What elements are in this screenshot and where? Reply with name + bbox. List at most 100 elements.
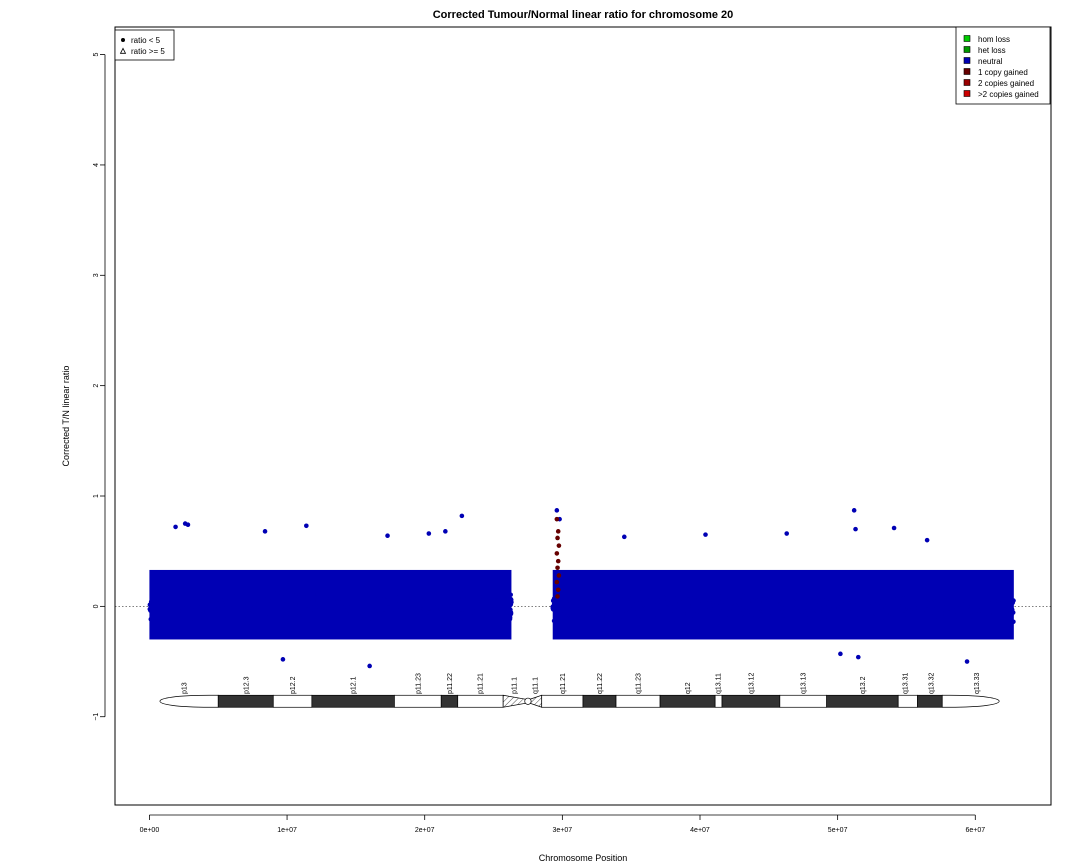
data-point xyxy=(228,611,234,616)
data-point xyxy=(252,601,257,607)
data-point xyxy=(729,594,735,599)
data-point xyxy=(439,614,445,619)
data-point xyxy=(466,615,472,621)
data-point xyxy=(983,603,988,609)
data-point xyxy=(601,593,606,598)
band-label: q13.31 xyxy=(903,672,910,694)
data-point xyxy=(1006,616,1012,621)
data-point xyxy=(759,591,765,596)
data-point xyxy=(918,599,924,604)
data-point xyxy=(503,616,508,622)
data-point xyxy=(752,622,758,627)
data-point xyxy=(676,597,682,602)
data-point xyxy=(754,617,760,623)
data-point-outlier xyxy=(851,508,857,513)
data-point xyxy=(565,616,570,622)
ideogram-band-q13-2 xyxy=(826,694,899,708)
data-point xyxy=(357,601,362,607)
data-point xyxy=(261,596,267,602)
data-point xyxy=(831,604,837,610)
data-point xyxy=(684,617,689,623)
data-point xyxy=(582,621,588,627)
data-point xyxy=(929,600,934,605)
data-point xyxy=(781,594,787,599)
data-point xyxy=(726,602,732,608)
legend-swatch xyxy=(963,90,971,97)
data-point xyxy=(178,593,184,598)
data-point xyxy=(554,551,560,556)
data-point xyxy=(967,614,972,619)
data-point xyxy=(203,616,209,621)
data-point xyxy=(408,588,414,594)
data-point xyxy=(943,611,948,616)
data-point xyxy=(1010,600,1015,606)
data-point xyxy=(828,597,833,602)
data-point xyxy=(237,597,243,603)
data-point xyxy=(900,603,905,608)
data-point-outlier xyxy=(784,531,790,536)
data-point xyxy=(459,600,465,606)
data-point xyxy=(571,595,577,600)
data-point xyxy=(760,615,765,621)
data-point xyxy=(505,594,510,599)
data-point xyxy=(550,598,556,604)
data-point xyxy=(249,621,254,626)
data-point xyxy=(988,613,993,619)
data-point xyxy=(1011,619,1016,625)
data-point xyxy=(849,610,854,616)
data-point xyxy=(638,608,644,614)
data-point xyxy=(753,590,759,596)
data-point-outlier xyxy=(853,526,858,532)
data-point xyxy=(1002,594,1008,600)
data-point xyxy=(409,612,414,618)
data-point xyxy=(274,601,280,606)
data-point xyxy=(455,596,461,602)
data-point xyxy=(496,597,502,603)
data-point xyxy=(466,607,471,612)
data-point xyxy=(848,605,853,611)
data-point xyxy=(316,608,322,613)
data-point xyxy=(457,590,462,596)
ideogram-band-p12-3 xyxy=(217,694,274,708)
data-point xyxy=(871,601,876,606)
data-point xyxy=(259,609,264,614)
data-point xyxy=(555,565,560,571)
data-point xyxy=(363,608,369,614)
data-point xyxy=(684,592,690,598)
data-point-outlier xyxy=(262,529,268,534)
data-point xyxy=(804,603,810,609)
data-point xyxy=(301,603,307,609)
data-point xyxy=(565,602,571,608)
data-point xyxy=(696,601,701,607)
data-point xyxy=(152,593,158,599)
data-point xyxy=(882,614,887,620)
data-point xyxy=(242,596,247,601)
color-legend-box xyxy=(955,26,1051,105)
data-point xyxy=(502,605,507,610)
data-point xyxy=(785,603,790,609)
data-point xyxy=(853,598,859,603)
data-point xyxy=(833,625,838,631)
data-point xyxy=(192,591,197,596)
data-point xyxy=(733,595,739,600)
data-point xyxy=(385,600,391,606)
color-legend: hom loss het loss neutral 1 copy gained 2 co… xyxy=(955,26,1051,105)
data-point-outlier xyxy=(280,657,286,662)
data-point xyxy=(759,584,765,590)
data-point xyxy=(927,609,933,615)
data-point-outlier xyxy=(924,537,930,543)
data-point xyxy=(883,595,888,600)
data-point xyxy=(309,613,314,619)
data-point xyxy=(894,615,900,620)
data-point xyxy=(248,585,253,591)
data-point xyxy=(195,601,200,607)
data-point xyxy=(447,605,452,611)
data-point xyxy=(469,600,475,606)
data-point xyxy=(724,616,729,622)
data-point xyxy=(702,592,707,597)
data-point-outlier xyxy=(443,529,448,534)
data-point xyxy=(900,612,905,617)
data-point xyxy=(306,616,311,622)
data-point xyxy=(1007,591,1013,597)
data-point xyxy=(901,619,906,624)
